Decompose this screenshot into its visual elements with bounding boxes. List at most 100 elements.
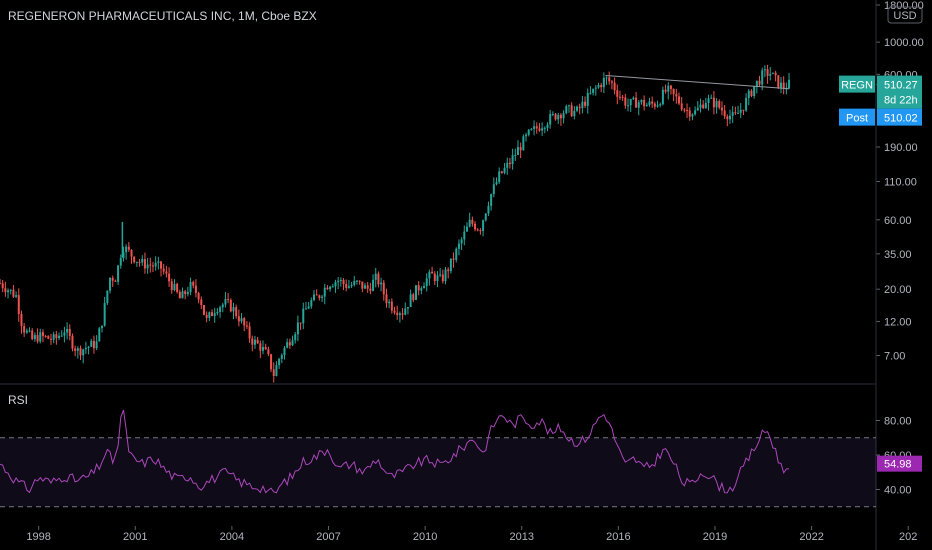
candle (283, 346, 286, 360)
currency-badge[interactable]: USD (887, 6, 923, 24)
trendline[interactable] (605, 74, 790, 90)
candle (315, 289, 318, 296)
candle (667, 82, 670, 100)
candle (111, 275, 114, 288)
candle (208, 311, 211, 322)
candle (559, 113, 562, 126)
candle (420, 286, 423, 295)
candle (186, 286, 189, 297)
candle (270, 353, 273, 373)
candle (584, 96, 587, 109)
candle (339, 277, 342, 287)
candle (487, 201, 490, 217)
bar-countdown: 8d 22h (884, 95, 918, 107)
candle (71, 333, 74, 352)
candle (31, 328, 34, 341)
candle (202, 304, 205, 316)
candle (600, 82, 603, 93)
candle (500, 170, 503, 174)
candle (310, 297, 313, 309)
candle (28, 327, 31, 333)
candle (490, 193, 493, 211)
candle (567, 104, 570, 113)
candle (213, 307, 216, 323)
candle (710, 94, 713, 99)
candle (127, 242, 130, 252)
candle (734, 106, 737, 115)
candle (100, 325, 103, 333)
candle (318, 294, 321, 301)
time-axis[interactable]: 1998 2001 2004 2007 2010 2013 2016 2019 2022 202 (26, 526, 917, 543)
candle (495, 177, 498, 186)
candle (525, 132, 528, 142)
candle (648, 97, 651, 107)
candle (414, 285, 417, 301)
symbol-tag (839, 75, 875, 93)
candle (412, 292, 415, 303)
candle (455, 247, 458, 263)
candle (146, 258, 149, 274)
candle (476, 228, 479, 232)
candle (382, 279, 385, 301)
candle (229, 298, 232, 313)
candle (33, 332, 36, 342)
candle (554, 112, 557, 121)
candles-layer (0, 64, 791, 383)
candle (36, 328, 39, 344)
candle (688, 107, 691, 121)
candle (624, 93, 627, 109)
rsi-value: 54.98 (884, 459, 912, 471)
candle (417, 281, 420, 296)
last-price-value: 510.27 (884, 80, 918, 92)
candle (637, 100, 640, 116)
candle (141, 255, 144, 266)
candle (594, 85, 597, 96)
candle (361, 281, 364, 293)
candle (143, 252, 146, 274)
candle (788, 73, 791, 90)
candle (546, 122, 549, 132)
price-tick-label: 110.00 (884, 177, 917, 189)
candle (90, 338, 93, 347)
candle (227, 293, 230, 304)
candle (390, 298, 393, 314)
candle (9, 289, 12, 295)
candle (570, 102, 573, 117)
candle (745, 93, 748, 112)
price-axis[interactable]: 1800.001000.00600.00190.00110.0060.0035.… (876, 0, 924, 362)
candle (280, 353, 283, 364)
candle (753, 86, 756, 99)
candle (253, 335, 256, 349)
candle (20, 310, 23, 334)
candle (723, 105, 726, 119)
candle (304, 301, 307, 310)
candle (686, 103, 689, 119)
candle (704, 97, 707, 109)
candle (506, 157, 509, 175)
candle (562, 110, 565, 124)
candle (133, 256, 136, 264)
candle (433, 271, 436, 286)
candle (691, 113, 694, 121)
candle (388, 299, 391, 309)
candle (758, 75, 761, 87)
candle (576, 105, 579, 113)
candle (632, 96, 635, 101)
candle (41, 329, 44, 342)
candle (267, 346, 270, 357)
price-tick-label: 1000.00 (884, 37, 924, 49)
rsi-tick-label: 80.00 (884, 416, 912, 428)
time-tick-label: 1998 (26, 531, 50, 543)
candle (482, 219, 485, 237)
candle (763, 65, 766, 78)
candle (557, 112, 560, 125)
candle (245, 321, 248, 329)
time-tick-label: 202 (899, 531, 917, 543)
candle (460, 237, 463, 251)
price-tick-label: 190.00 (884, 142, 918, 154)
candle (76, 346, 79, 359)
candle (98, 327, 101, 342)
candle (55, 330, 58, 345)
